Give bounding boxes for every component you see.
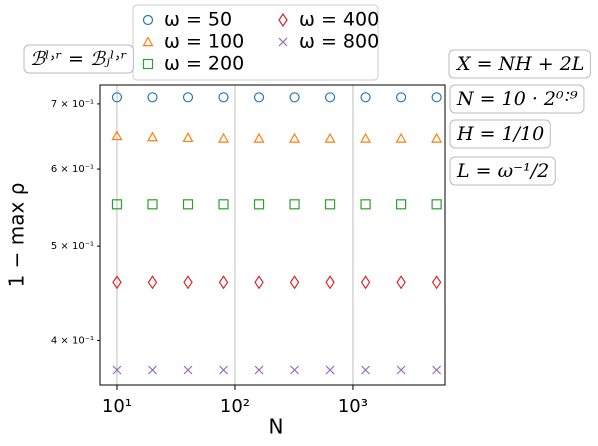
point <box>218 275 229 290</box>
point <box>147 92 158 103</box>
legend-label: ω = 400 <box>299 9 379 31</box>
annotation: H = 1/10 <box>456 123 544 145</box>
point <box>396 275 406 290</box>
point <box>289 132 301 143</box>
point <box>253 132 265 143</box>
point <box>325 275 335 290</box>
annotation: X = NH + 2L <box>455 53 584 75</box>
annotation-box <box>23 44 134 74</box>
point <box>183 365 193 375</box>
legend-label: ω = 50 <box>164 9 232 31</box>
point <box>112 275 122 290</box>
point <box>218 132 230 143</box>
point <box>182 92 194 103</box>
y-tick-label: 5 × 10⁻¹ <box>51 241 94 252</box>
annotation: ℬˡ˒ʳ = ℬⱼˡ˒ʳ <box>30 48 127 70</box>
plot-frame <box>99 84 446 386</box>
point <box>431 199 442 210</box>
point <box>254 365 264 375</box>
legend-label: ω = 100 <box>164 31 244 53</box>
legend-marker <box>142 14 154 26</box>
point <box>289 199 300 210</box>
point <box>396 365 406 375</box>
annotation-box <box>449 119 551 149</box>
point <box>148 365 157 375</box>
point <box>253 199 265 210</box>
point <box>219 365 228 375</box>
point <box>182 132 194 143</box>
point <box>112 365 122 375</box>
point <box>360 132 372 143</box>
point <box>146 131 159 142</box>
point <box>360 275 371 290</box>
point <box>324 132 336 143</box>
point <box>360 199 371 210</box>
legend-label: ω = 800 <box>299 31 379 53</box>
point <box>253 92 265 103</box>
point <box>111 130 123 141</box>
point <box>432 365 442 375</box>
y-tick-label: 6 × 10⁻¹ <box>51 164 94 175</box>
x-tick-label: 10³ <box>338 396 368 417</box>
point <box>324 92 336 103</box>
point <box>431 132 443 143</box>
point <box>431 92 442 103</box>
point <box>396 92 407 103</box>
legend-box <box>132 4 379 81</box>
point <box>325 365 335 375</box>
point <box>218 92 229 103</box>
point <box>182 199 194 210</box>
point <box>289 92 300 103</box>
annotation: L = ω⁻¹/2 <box>456 160 549 182</box>
x-tick-label: 10² <box>220 396 250 417</box>
point <box>431 275 442 290</box>
annotation-box <box>448 49 591 79</box>
annotation-box <box>449 156 556 186</box>
point <box>111 92 123 103</box>
legend-marker <box>142 36 154 47</box>
y-tick-label: 4 × 10⁻¹ <box>51 335 94 346</box>
point <box>254 275 264 290</box>
annotation: N = 10 · 2⁰˸⁹ <box>456 88 578 110</box>
x-axis-label: N <box>269 415 284 439</box>
legend-marker <box>142 58 154 70</box>
point <box>183 275 193 290</box>
point <box>324 199 336 210</box>
point <box>395 132 407 143</box>
point <box>289 275 300 290</box>
y-axis-label: 1 − max ρ <box>5 183 29 288</box>
x-tick-label: 10¹ <box>102 396 132 417</box>
point <box>361 365 371 375</box>
point <box>360 92 371 103</box>
point <box>111 199 123 210</box>
point <box>147 199 158 210</box>
point <box>290 365 299 375</box>
annotation-box <box>449 84 585 114</box>
legend-label: ω = 200 <box>164 53 244 75</box>
point <box>396 199 407 210</box>
legend-marker <box>278 37 288 47</box>
point <box>218 199 229 210</box>
y-tick-label: 7 × 10⁻¹ <box>51 99 94 110</box>
legend-marker <box>278 12 288 28</box>
point <box>147 275 158 290</box>
